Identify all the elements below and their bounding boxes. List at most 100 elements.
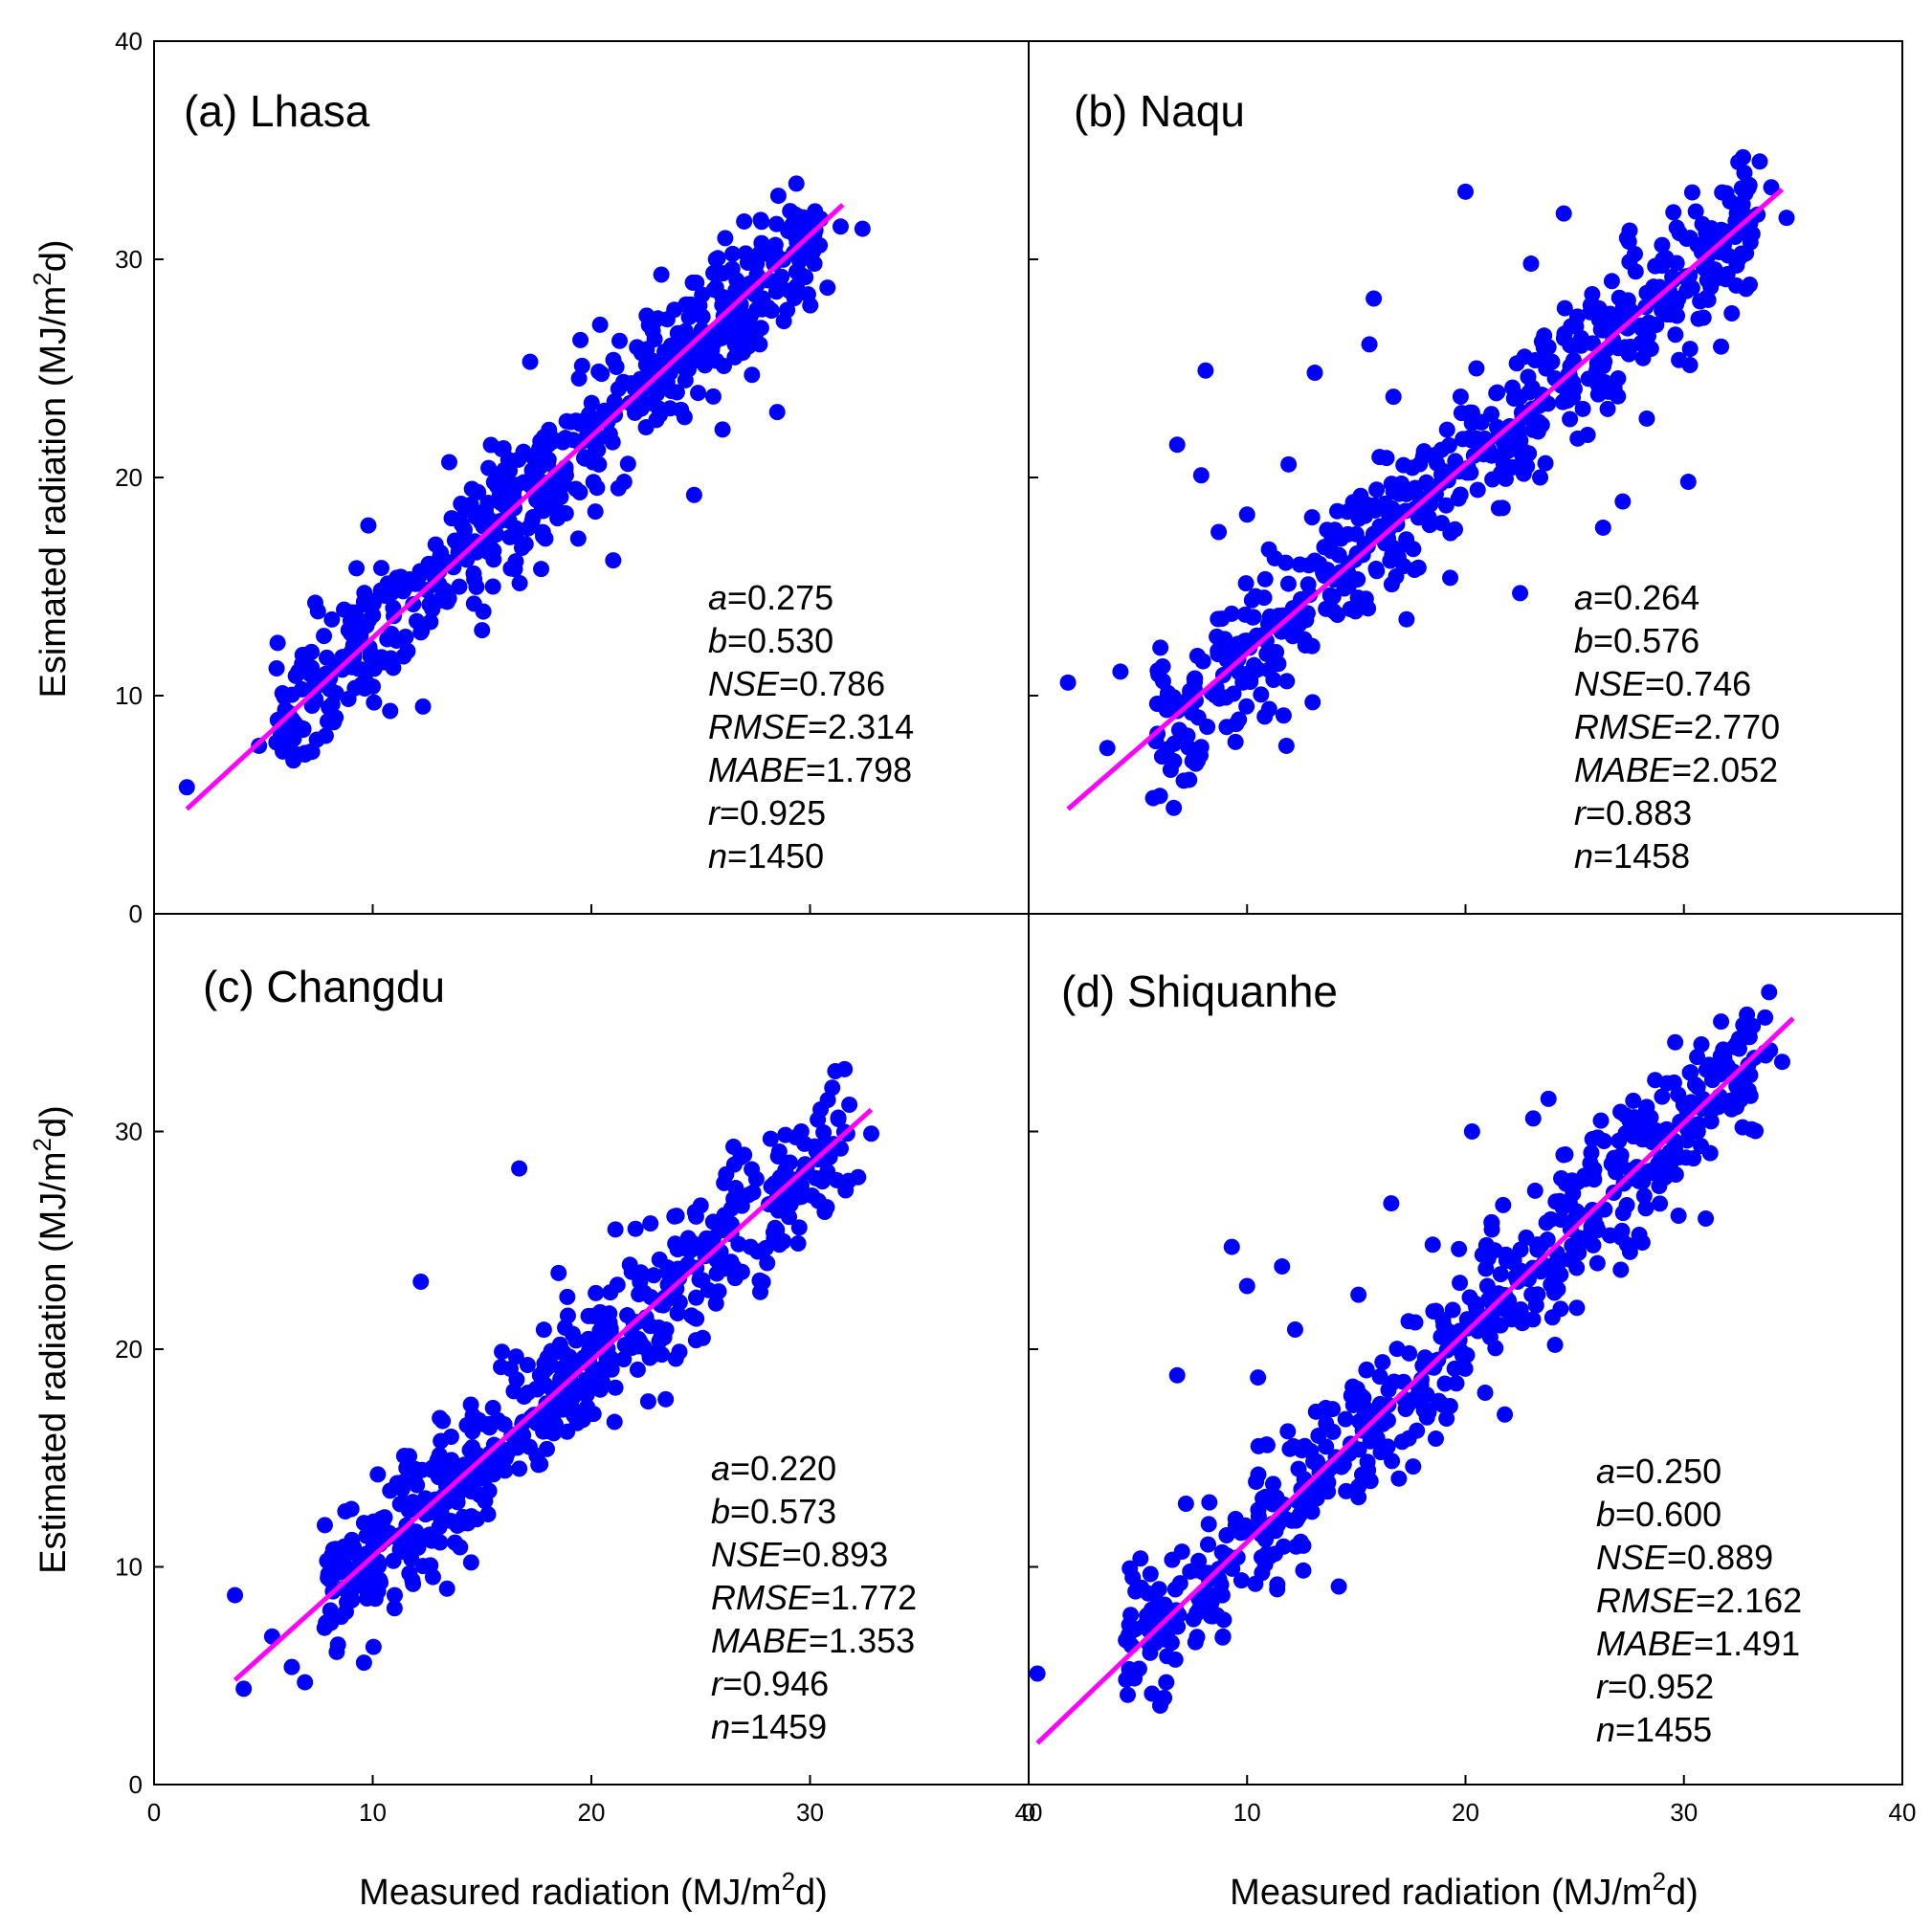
data-point bbox=[485, 1460, 502, 1477]
data-point bbox=[1569, 430, 1587, 447]
data-point bbox=[1718, 271, 1735, 288]
data-point bbox=[1595, 1133, 1612, 1150]
data-point bbox=[1215, 1611, 1232, 1629]
data-point bbox=[645, 1346, 662, 1364]
data-point bbox=[1267, 1522, 1284, 1540]
data-point bbox=[1291, 556, 1308, 573]
data-point bbox=[1757, 1009, 1774, 1026]
data-point bbox=[1059, 674, 1077, 691]
data-point bbox=[316, 1517, 333, 1534]
data-point bbox=[1689, 1078, 1706, 1096]
data-point bbox=[507, 528, 524, 545]
data-point bbox=[445, 559, 462, 576]
data-point bbox=[1227, 733, 1244, 750]
data-point bbox=[1209, 628, 1226, 645]
data-point bbox=[1243, 591, 1260, 609]
data-point bbox=[339, 1593, 356, 1610]
data-point bbox=[688, 1289, 705, 1306]
data-point bbox=[1418, 1386, 1435, 1404]
data-point bbox=[1185, 1610, 1202, 1628]
data-point bbox=[532, 457, 549, 475]
data-point bbox=[178, 779, 195, 796]
x-tick-label: 0 bbox=[1022, 1798, 1035, 1827]
data-point bbox=[1311, 557, 1328, 574]
data-point bbox=[1197, 362, 1214, 379]
data-point bbox=[1539, 1231, 1556, 1249]
data-point bbox=[1647, 1072, 1664, 1089]
data-point bbox=[836, 1060, 854, 1077]
data-point bbox=[398, 1459, 415, 1476]
data-point bbox=[619, 455, 636, 473]
x-tick-label: 40 bbox=[1015, 1798, 1043, 1827]
data-point bbox=[1638, 1098, 1655, 1116]
data-point bbox=[1640, 314, 1657, 331]
data-point bbox=[1216, 640, 1233, 657]
data-point bbox=[832, 218, 849, 235]
data-point bbox=[616, 1337, 633, 1354]
data-point bbox=[1277, 1510, 1294, 1527]
data-point bbox=[1303, 509, 1321, 526]
data-point bbox=[629, 1361, 646, 1378]
data-point bbox=[285, 752, 302, 769]
data-point bbox=[607, 1379, 624, 1396]
data-point bbox=[1277, 737, 1295, 754]
data-point bbox=[1454, 1347, 1471, 1364]
data-point bbox=[1255, 589, 1273, 607]
fit-line bbox=[1066, 188, 1785, 811]
data-point bbox=[532, 1455, 549, 1473]
scatter-core bbox=[316, 1060, 858, 1660]
data-point bbox=[709, 250, 726, 267]
stat-mabe: MABE=2.052 bbox=[1574, 750, 1778, 789]
data-point bbox=[535, 1321, 552, 1339]
data-point bbox=[1385, 388, 1402, 406]
data-point bbox=[449, 1517, 466, 1534]
data-point bbox=[502, 560, 520, 577]
data-point bbox=[1484, 471, 1501, 488]
data-point bbox=[659, 1259, 677, 1276]
data-point bbox=[793, 1188, 811, 1206]
data-point bbox=[1383, 476, 1400, 493]
data-point bbox=[1529, 1241, 1546, 1258]
data-point bbox=[484, 1399, 501, 1416]
stat-rmse: RMSE=2.314 bbox=[708, 707, 914, 746]
data-point bbox=[325, 714, 343, 731]
data-point bbox=[1564, 1172, 1581, 1189]
data-point bbox=[744, 249, 762, 266]
data-point bbox=[366, 694, 383, 711]
data-point bbox=[235, 1680, 253, 1697]
data-point bbox=[1469, 481, 1486, 499]
data-point bbox=[578, 1386, 595, 1404]
data-point bbox=[413, 1461, 431, 1478]
data-point bbox=[1519, 457, 1536, 475]
data-point bbox=[227, 1586, 244, 1604]
stat-nse: NSE=0.893 bbox=[711, 1535, 888, 1574]
stat-n: n=1459 bbox=[711, 1707, 827, 1746]
stat-rmse: RMSE=1.772 bbox=[711, 1578, 917, 1617]
data-point bbox=[1438, 421, 1455, 438]
data-point bbox=[1715, 1041, 1732, 1058]
data-point bbox=[1489, 384, 1506, 401]
data-point bbox=[516, 1388, 533, 1406]
data-point bbox=[1574, 400, 1591, 417]
data-point bbox=[816, 1204, 833, 1221]
data-point bbox=[1266, 549, 1283, 566]
data-point bbox=[668, 1280, 685, 1298]
data-point bbox=[668, 1208, 685, 1225]
data-point bbox=[1561, 1251, 1578, 1268]
data-point bbox=[1151, 788, 1168, 805]
data-point bbox=[346, 1578, 364, 1595]
data-point bbox=[1590, 299, 1608, 317]
data-point bbox=[1438, 1409, 1455, 1427]
data-point bbox=[588, 1284, 605, 1301]
data-point bbox=[1610, 1132, 1628, 1149]
fit-line bbox=[233, 1107, 874, 1682]
data-point bbox=[1319, 521, 1336, 539]
data-point bbox=[1297, 636, 1314, 654]
data-point bbox=[593, 366, 611, 383]
data-point bbox=[274, 724, 291, 742]
data-point bbox=[1151, 1697, 1168, 1715]
data-point bbox=[591, 316, 609, 333]
data-point bbox=[442, 1428, 459, 1445]
data-point bbox=[1401, 1344, 1418, 1362]
y-tick-label: 20 bbox=[115, 1335, 143, 1364]
